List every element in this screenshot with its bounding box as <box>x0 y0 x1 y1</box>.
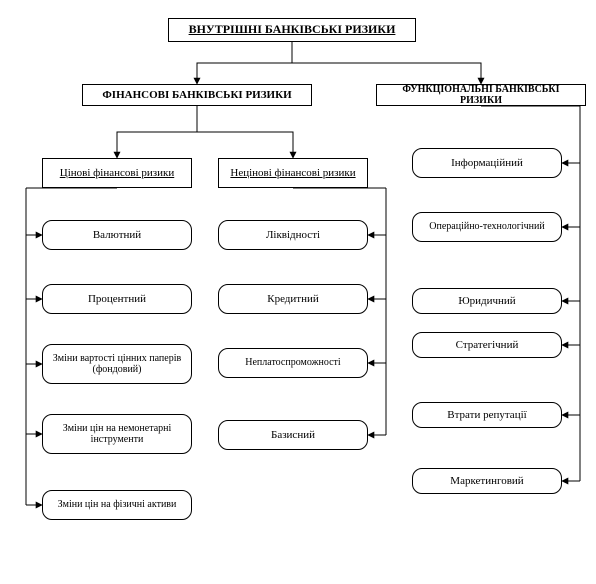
node-price: Цінові фінансові ризики <box>42 158 192 188</box>
node-p1: Валютний <box>42 220 192 250</box>
node-fin: ФІНАНСОВІ БАНКІВСЬКІ РИЗИКИ <box>82 84 312 106</box>
node-p5: Зміни цін на фізичні активи <box>42 490 192 520</box>
node-nonprice: Нецінові фінансові ризики <box>218 158 368 188</box>
node-p4: Зміни цін на немонетарні інструменти <box>42 414 192 454</box>
node-root: ВНУТРІШНІ БАНКІВСЬКІ РИЗИКИ <box>168 18 416 42</box>
node-func: ФУНКЦІОНАЛЬНІ БАНКІВСЬКІ РИЗИКИ <box>376 84 586 106</box>
node-f6: Маркетинговий <box>412 468 562 494</box>
node-n3: Неплатоспроможності <box>218 348 368 378</box>
node-f1: Інформаційний <box>412 148 562 178</box>
node-f5: Втрати репутації <box>412 402 562 428</box>
node-p2: Процентний <box>42 284 192 314</box>
node-p3: Зміни вартості цінних паперів (фондовий) <box>42 344 192 384</box>
node-n2: Кредитний <box>218 284 368 314</box>
node-n1: Ліквідності <box>218 220 368 250</box>
node-f2: Операційно-технологічний <box>412 212 562 242</box>
node-f4: Стратегічний <box>412 332 562 358</box>
node-f3: Юридичний <box>412 288 562 314</box>
node-n4: Базисний <box>218 420 368 450</box>
